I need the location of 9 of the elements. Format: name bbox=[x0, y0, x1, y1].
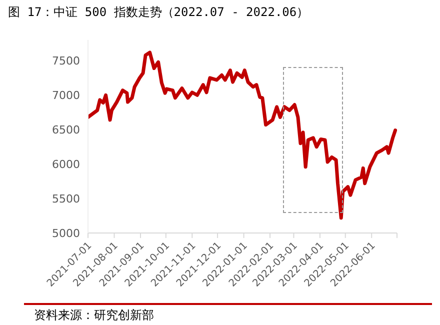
y-tick-label: 5000 bbox=[52, 226, 80, 240]
y-tick-label: 5500 bbox=[52, 192, 80, 206]
text: 资料来源：研究创新部 bbox=[34, 307, 154, 324]
y-tick-label: 6500 bbox=[52, 124, 80, 137]
y-tick-label: 7500 bbox=[52, 54, 80, 68]
y-tick-label: 7000 bbox=[52, 89, 80, 102]
y-tick-label: 6000 bbox=[52, 158, 80, 171]
chart-title: 图 17：中证 500 指数走势（2022.07 - 2022.06） bbox=[8, 4, 309, 21]
line-series bbox=[88, 50, 397, 220]
